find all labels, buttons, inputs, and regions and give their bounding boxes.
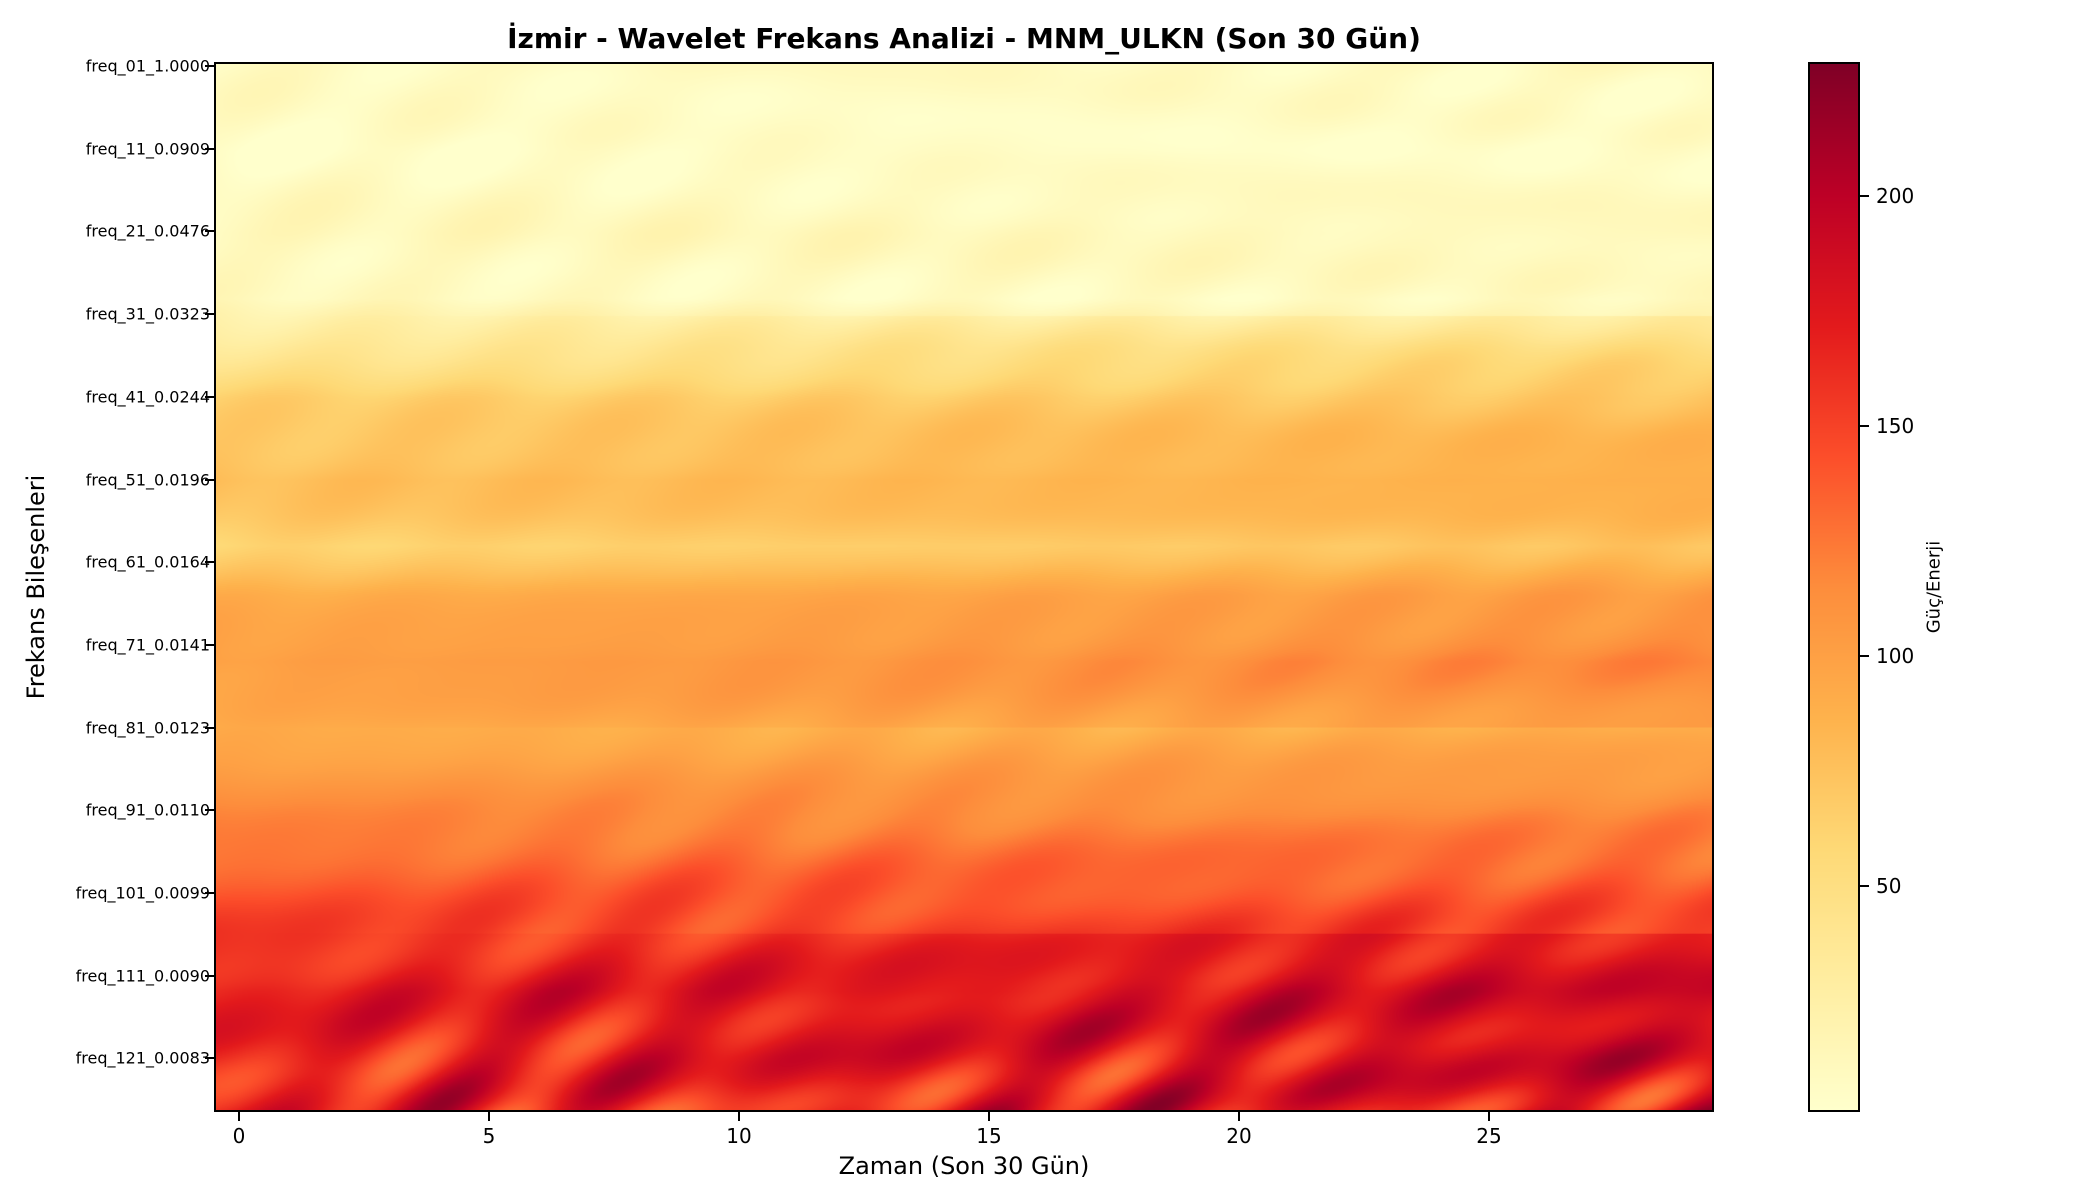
y-tick-label: freq_81_0.0123 bbox=[85, 718, 210, 738]
colorbar-tick-mark bbox=[1860, 885, 1869, 888]
y-tick-mark bbox=[205, 230, 214, 233]
x-tick-label: 0 bbox=[232, 1124, 246, 1148]
y-tick-label: freq_101_0.0099 bbox=[75, 883, 210, 903]
y-tick-label: freq_21_0.0476 bbox=[85, 221, 210, 241]
y-tick-mark bbox=[205, 147, 214, 150]
y-tick-mark bbox=[205, 974, 214, 977]
y-tick-mark bbox=[205, 478, 214, 481]
y-axis-label: Frekans Bileşenleri bbox=[22, 474, 50, 700]
y-tick-mark bbox=[205, 561, 214, 564]
colorbar-gradient bbox=[1810, 64, 1858, 1110]
y-tick-mark bbox=[205, 726, 214, 729]
x-tick-label: 25 bbox=[1476, 1124, 1502, 1148]
heatmap-image bbox=[216, 64, 1712, 1110]
y-tick-mark bbox=[205, 891, 214, 894]
x-tick-label: 5 bbox=[482, 1124, 496, 1148]
x-tick-label: 20 bbox=[1226, 1124, 1252, 1148]
x-tick-mark bbox=[238, 1112, 240, 1121]
x-tick-label: 15 bbox=[976, 1124, 1002, 1148]
colorbar-tick-mark bbox=[1860, 655, 1869, 658]
y-tick-mark bbox=[205, 643, 214, 646]
y-tick-label: freq_111_0.0090 bbox=[75, 966, 210, 986]
x-tick-mark bbox=[738, 1112, 740, 1121]
colorbar-tick-label: 200 bbox=[1876, 183, 1915, 208]
colorbar-tick-mark bbox=[1860, 424, 1869, 427]
y-tick-label: freq_91_0.0110 bbox=[85, 800, 210, 820]
y-tick-label: freq_51_0.0196 bbox=[85, 470, 210, 490]
y-tick-label: freq_01_1.0000 bbox=[85, 56, 210, 76]
y-tick-label: freq_61_0.0164 bbox=[85, 552, 210, 572]
x-tick-label: 10 bbox=[726, 1124, 752, 1148]
y-tick-label: freq_41_0.0244 bbox=[85, 387, 210, 407]
colorbar-tick-mark bbox=[1860, 194, 1869, 197]
x-tick-mark bbox=[488, 1112, 490, 1121]
y-tick-label: freq_31_0.0323 bbox=[85, 304, 210, 324]
x-axis-label: Zaman (Son 30 Gün) bbox=[838, 1152, 1090, 1180]
colorbar-tick-label: 150 bbox=[1876, 413, 1915, 438]
y-tick-mark bbox=[205, 395, 214, 398]
y-tick-label: freq_11_0.0909 bbox=[85, 139, 210, 159]
x-tick-mark bbox=[1238, 1112, 1240, 1121]
y-tick-mark bbox=[205, 65, 214, 68]
colorbar bbox=[1808, 62, 1860, 1112]
colorbar-tick-label: 50 bbox=[1876, 874, 1902, 899]
y-tick-mark bbox=[205, 809, 214, 812]
heatmap-plot-area bbox=[214, 62, 1714, 1112]
x-tick-mark bbox=[1488, 1112, 1490, 1121]
colorbar-label: Güç/Enerji bbox=[1923, 540, 1945, 634]
x-tick-mark bbox=[988, 1112, 990, 1121]
y-tick-label: freq_71_0.0141 bbox=[85, 635, 210, 655]
colorbar-tick-label: 100 bbox=[1876, 644, 1915, 669]
y-tick-label: freq_121_0.0083 bbox=[75, 1048, 210, 1068]
y-tick-mark bbox=[205, 1057, 214, 1060]
y-tick-mark bbox=[205, 313, 214, 316]
chart-title: İzmir - Wavelet Frekans Analizi - MNM_UL… bbox=[507, 22, 1421, 55]
